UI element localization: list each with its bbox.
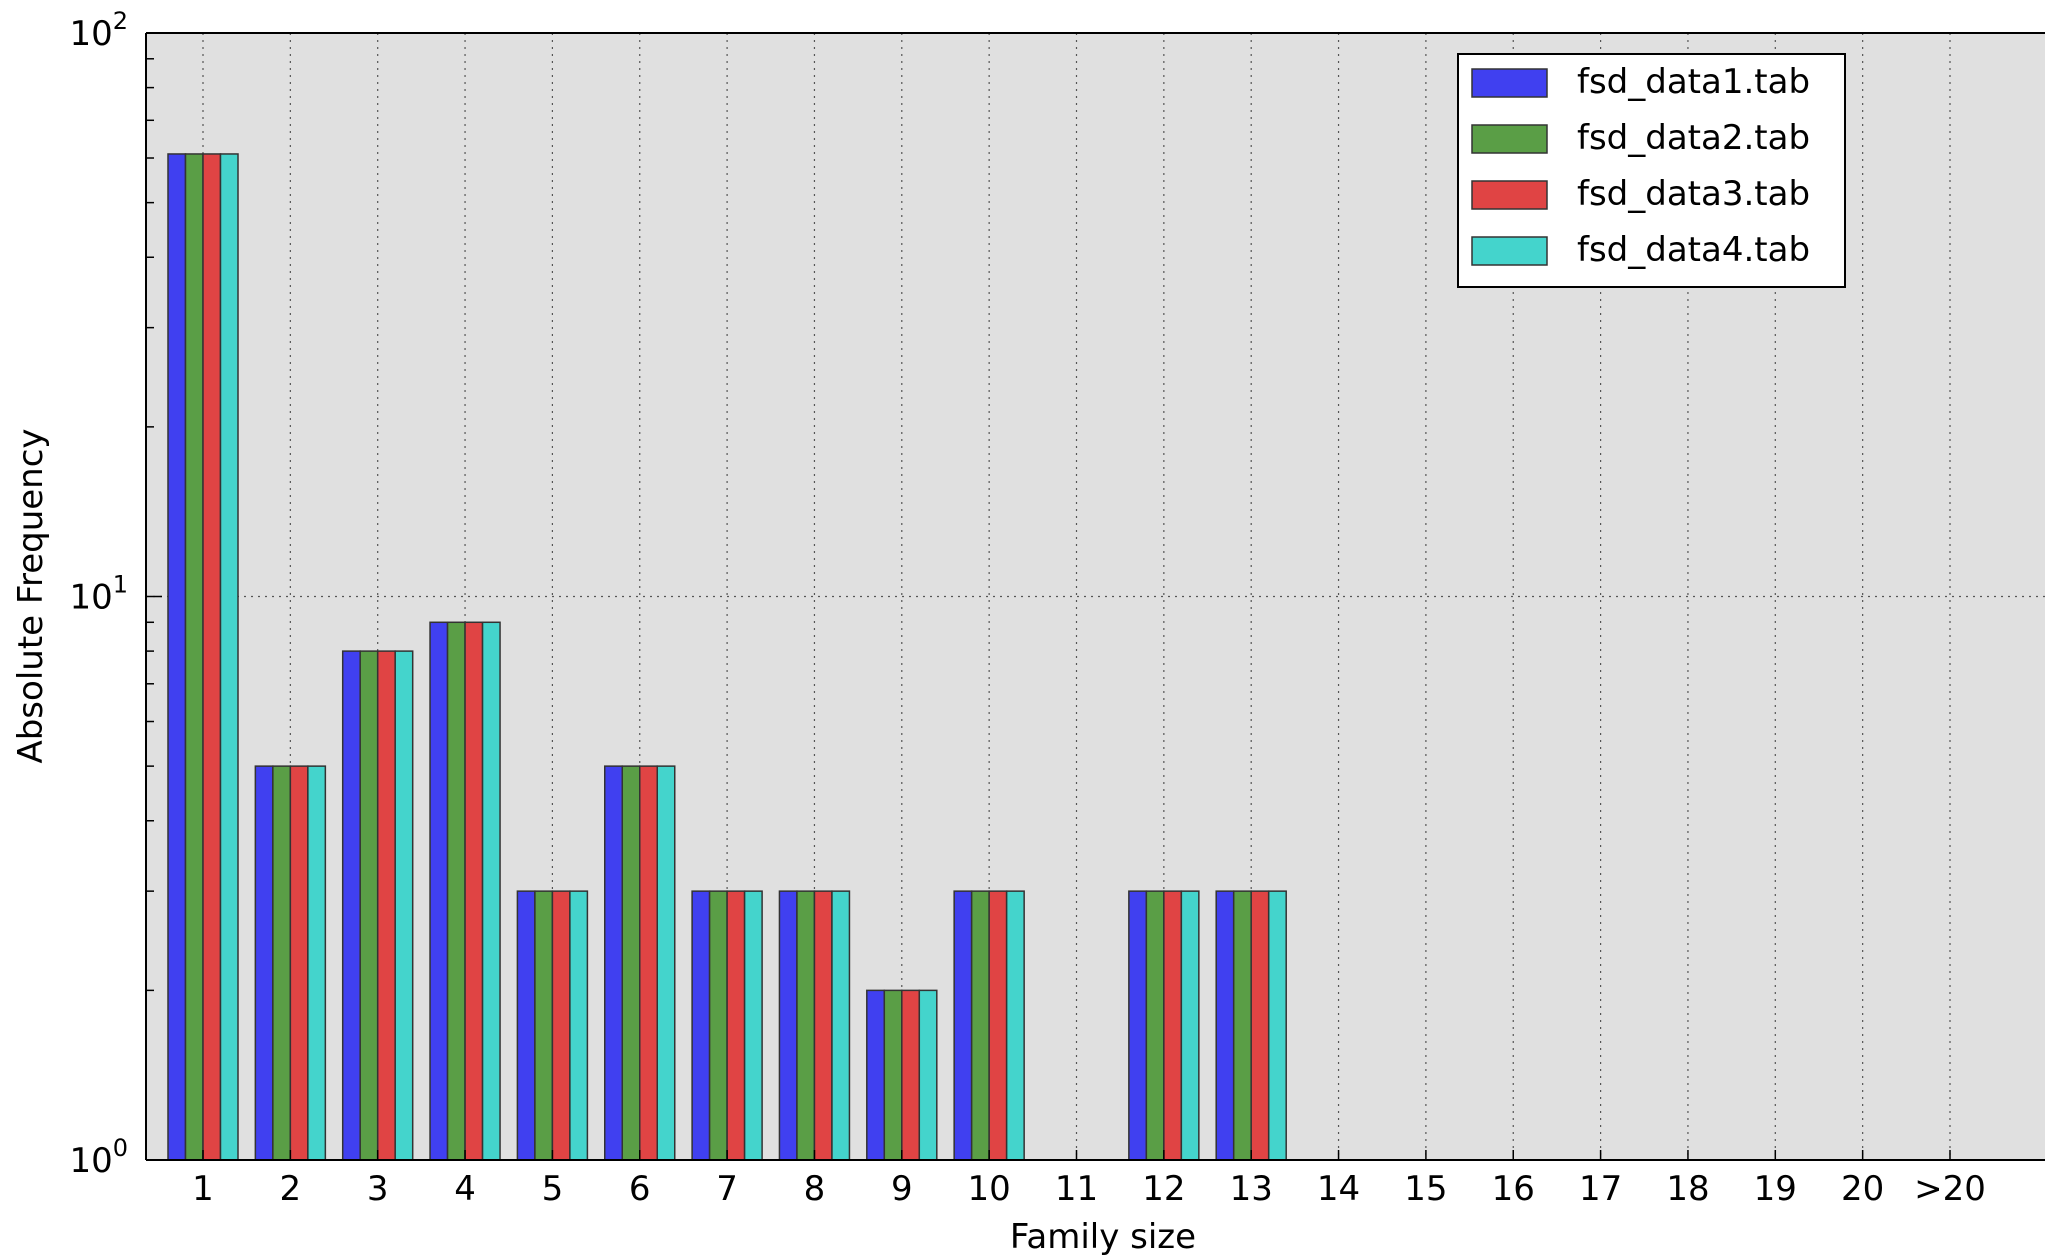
- x-tick-label: 16: [1492, 1169, 1535, 1209]
- bar: [272, 765, 292, 1161]
- x-tick-label: 15: [1404, 1169, 1447, 1209]
- bar: [481, 621, 501, 1161]
- bar: [866, 989, 886, 1161]
- x-tick-label: 4: [454, 1169, 476, 1209]
- legend: fsd_data1.tab fsd_data2.tab fsd_data3.tabf…: [1457, 53, 1846, 288]
- bar: [796, 890, 816, 1161]
- bar: [726, 890, 746, 1161]
- bar: [1005, 890, 1025, 1161]
- x-tick-label: 10: [968, 1169, 1011, 1209]
- bar: [883, 989, 903, 1161]
- x-tick-label: 12: [1142, 1169, 1185, 1209]
- bar: [167, 153, 187, 1161]
- x-tick-label: 17: [1579, 1169, 1622, 1209]
- bar: [219, 153, 239, 1161]
- bar: [604, 765, 623, 1161]
- bar: [516, 890, 536, 1161]
- bar: [813, 890, 833, 1161]
- bar: [1232, 890, 1252, 1161]
- bar: [289, 765, 309, 1161]
- bar: [307, 765, 327, 1161]
- bar: [429, 621, 449, 1161]
- bar: [901, 989, 921, 1161]
- bar: [184, 153, 204, 1161]
- bar: [743, 890, 763, 1161]
- x-tick-label: 19: [1754, 1169, 1797, 1209]
- bar: [446, 621, 466, 1161]
- bar: [1250, 890, 1270, 1161]
- axes: [145, 32, 2045, 1161]
- bar: [656, 765, 676, 1161]
- y-tick-label: 100: [69, 1134, 128, 1181]
- bar: [1180, 890, 1200, 1161]
- bar: [1145, 890, 1165, 1161]
- legend-label: fsd_data3.tab: [1577, 174, 1810, 214]
- bar: [708, 890, 728, 1161]
- legend-label: fsd_data2.tab: [1577, 118, 1810, 158]
- bar: [376, 650, 396, 1161]
- x-tick-label: 20: [1841, 1169, 1884, 1209]
- bar: [831, 890, 851, 1161]
- x-tick-labels: 1 2 3 4 5 6 7 8 9 10 11 12 13 14 15 16 17 18 19 20 >20: [192, 1169, 1986, 1209]
- bar: [778, 890, 798, 1161]
- bar: [551, 890, 571, 1161]
- bar: [918, 989, 938, 1161]
- x-tick-label: 7: [716, 1169, 738, 1209]
- y-tick-label: 102: [69, 7, 128, 54]
- bar: [569, 890, 589, 1161]
- bar: [359, 650, 379, 1161]
- bar: [691, 890, 711, 1161]
- x-tick-label: 18: [1666, 1169, 1709, 1209]
- x-tick-label: 3: [367, 1169, 389, 1209]
- bar: [953, 890, 973, 1161]
- bar: [988, 890, 1008, 1161]
- bar: [1163, 890, 1183, 1161]
- legend-swatch: [1471, 236, 1548, 266]
- x-tick-label: 1: [192, 1169, 214, 1209]
- x-axis-label: Family size: [1010, 1217, 1196, 1257]
- y-axis-label: Absolute Frequency: [11, 428, 51, 763]
- legend-swatch: [1471, 68, 1548, 98]
- x-tick-label: 13: [1230, 1169, 1273, 1209]
- bar: [254, 765, 274, 1161]
- x-tick-label: 11: [1055, 1169, 1098, 1209]
- x-tick-label: 2: [280, 1169, 302, 1209]
- legend-swatch: [1471, 124, 1548, 154]
- bar: [341, 650, 361, 1161]
- legend-label: fsd_data4.tab: [1577, 230, 1810, 270]
- y-tick-labels: 100 101 102: [69, 7, 128, 1181]
- x-tick-label: 5: [542, 1169, 564, 1209]
- bars: [167, 153, 1287, 1161]
- bar: [970, 890, 990, 1161]
- bar: [639, 765, 658, 1161]
- bar: [1128, 890, 1148, 1161]
- bar: [202, 153, 222, 1161]
- bar: [1267, 890, 1287, 1161]
- bar: [394, 650, 414, 1161]
- bar: [621, 765, 641, 1161]
- legend-swatch: [1471, 180, 1548, 210]
- y-tick-label: 101: [69, 571, 128, 618]
- x-tick-label: 8: [804, 1169, 826, 1209]
- bar: [534, 890, 554, 1161]
- x-tick-label: >20: [1914, 1169, 1986, 1209]
- x-tick-label: 14: [1317, 1169, 1360, 1209]
- bar: [464, 621, 484, 1161]
- x-tick-label: 9: [891, 1169, 913, 1209]
- x-tick-label: 6: [629, 1169, 651, 1209]
- legend-label: fsd_data1.tab: [1577, 62, 1810, 102]
- bar: [1215, 890, 1235, 1161]
